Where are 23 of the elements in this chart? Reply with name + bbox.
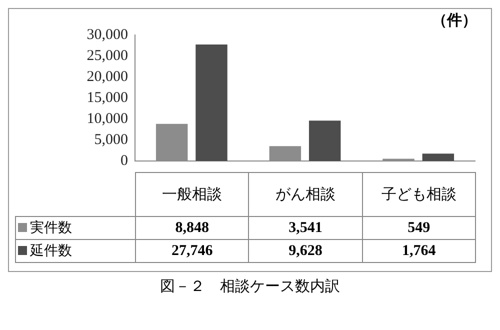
y-tick-label: 25,000 — [86, 48, 128, 64]
y-tick-label: 0 — [120, 152, 128, 169]
data-label: 549 — [362, 216, 476, 240]
data-label: 27,746 — [136, 240, 249, 262]
x-tick-label: 一般相談 — [136, 172, 249, 216]
x-tick-label: 子ども相談 — [362, 172, 476, 216]
data-label: 8,848 — [136, 216, 249, 240]
data-label: 1,764 — [362, 240, 476, 262]
bar — [422, 154, 454, 161]
y-axis-title: （件） — [432, 11, 477, 30]
data-label: 3,541 — [248, 216, 362, 240]
bar — [196, 44, 228, 161]
x-tick-label: がん相談 — [248, 172, 362, 216]
legend-label: 実件数 — [16, 216, 136, 240]
y-tick-label: 30,000 — [86, 26, 128, 43]
legend-label: 延件数 — [16, 240, 136, 262]
y-tick-label: 15,000 — [86, 90, 128, 106]
y-tick-label: 10,000 — [86, 110, 128, 127]
text: 図－２ 相談ケース数内訳 — [159, 277, 341, 296]
bar — [308, 120, 341, 161]
y-tick-label: 20,000 — [86, 68, 128, 85]
y-tick-label: 5,000 — [94, 132, 128, 148]
data-label: 9,628 — [248, 240, 362, 262]
